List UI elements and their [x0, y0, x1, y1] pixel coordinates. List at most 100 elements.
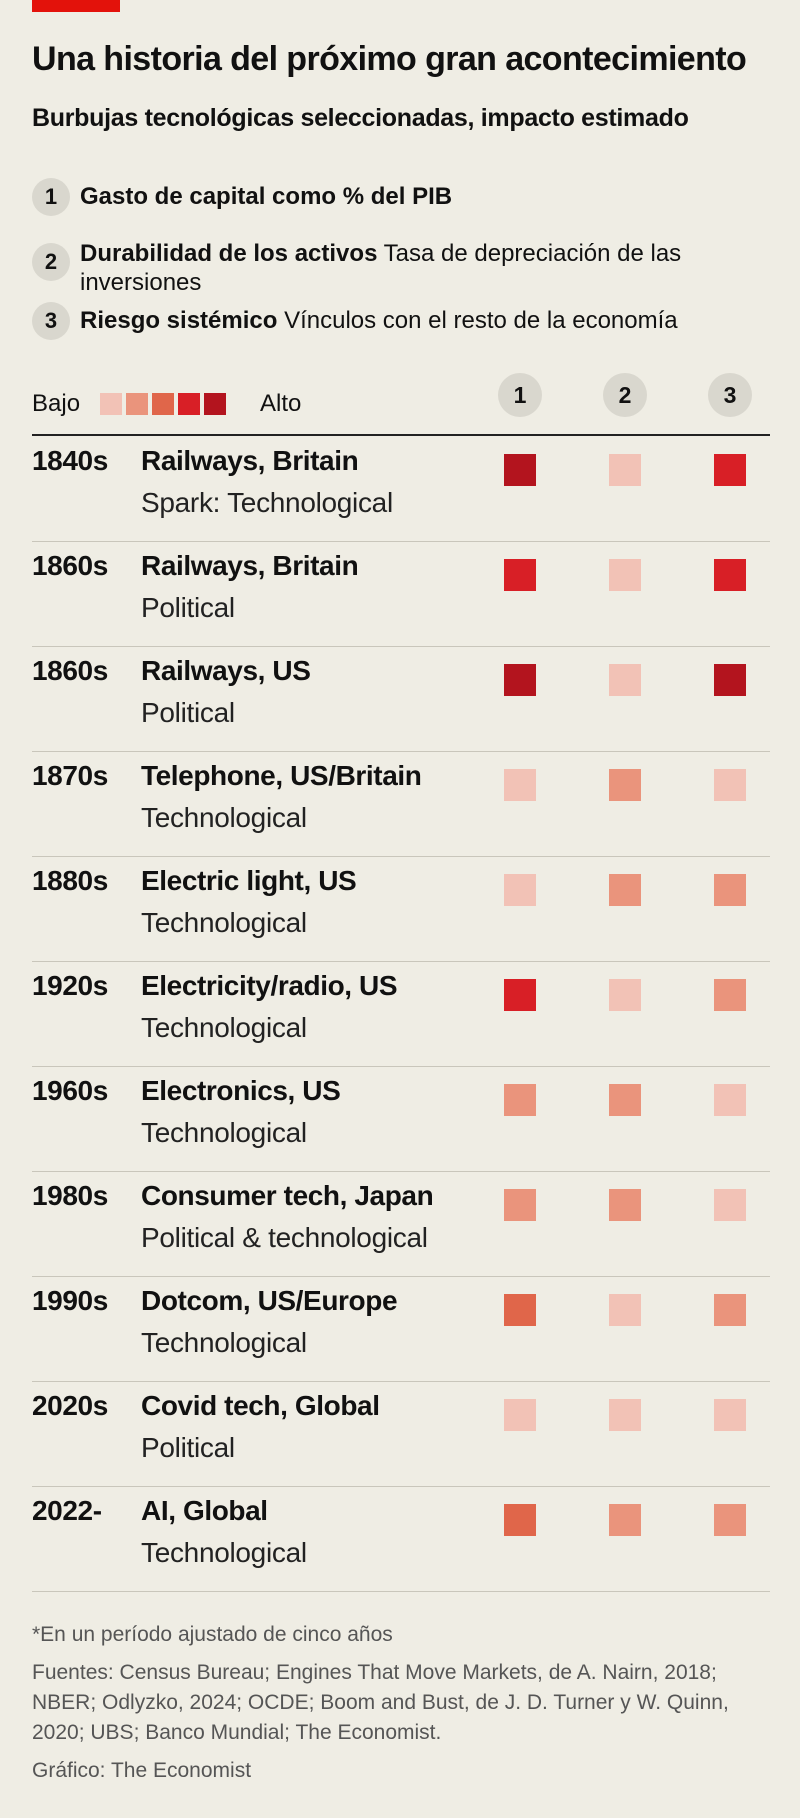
row-bubble: Railways, Britain: [141, 445, 359, 476]
key-item-2: 2 Durabilidad de los activos Tasa de dep…: [32, 235, 772, 297]
key-bold: Gasto de capital como % del PIB: [80, 183, 453, 210]
table-row: 2022- AI, Global Technological: [32, 1487, 770, 1592]
row-spark: Technological: [141, 1537, 307, 1568]
column-header-3: 3: [708, 373, 752, 417]
key-rest: Vínculos con el resto de la economía: [277, 307, 678, 334]
row-spark: Political & technological: [141, 1222, 428, 1253]
row-period: 1990s: [32, 1285, 108, 1316]
impact-cell-col3: [714, 769, 746, 801]
footnotes: *En un período ajustado de cinco años Fu…: [32, 1620, 772, 1786]
table-row: 1880s Electric light, US Technological: [32, 857, 770, 962]
row-bubble: Railways, Britain: [141, 550, 359, 581]
row-spark: Technological: [141, 802, 307, 833]
column-header-1: 1: [498, 373, 542, 417]
scale-low-label: Bajo: [32, 390, 81, 417]
impact-cell-col1: [504, 454, 536, 486]
row-spark: Technological: [141, 1327, 307, 1358]
row-spark: Political: [141, 1432, 235, 1463]
impact-cell-col3: [714, 1399, 746, 1431]
row-period: 1840s: [32, 445, 108, 476]
row-bubble: Electricity/radio, US: [141, 970, 398, 1001]
row-period: 2020s: [32, 1390, 108, 1421]
impact-cell-col3: [714, 1294, 746, 1326]
row-spark: Technological: [141, 907, 307, 938]
impact-cell-col1: [504, 664, 536, 696]
row-period: 1870s: [32, 760, 108, 791]
row-bubble: Electric light, US: [141, 865, 357, 896]
chart-title: Una historia del próximo gran acontecimi…: [32, 40, 747, 78]
row-period: 1880s: [32, 865, 108, 896]
row-period: 1860s: [32, 655, 108, 686]
table-row: 1980s Consumer tech, Japan Political & tec…: [32, 1172, 770, 1277]
table-row: 1960s Electronics, US Technological: [32, 1067, 770, 1172]
key-item-3: 3 Riesgo sistémico Vínculos con el resto…: [32, 302, 772, 340]
scale-swatch-1: [100, 393, 122, 415]
scale-swatch-5: [204, 393, 226, 415]
scale-high-label: Alto: [260, 390, 302, 417]
key-bold: Durabilidad de los activos: [80, 240, 378, 267]
key-bold: Riesgo sistémico: [80, 307, 278, 334]
impact-cell-col2: [609, 664, 641, 696]
key-item-1: 1 Gasto de capital como % del PIB: [32, 178, 772, 216]
scale-swatch-4: [178, 393, 200, 415]
table-top-rule: [32, 434, 770, 436]
table-row: 2020s Covid tech, Global Political: [32, 1382, 770, 1487]
impact-cell-col3: [714, 979, 746, 1011]
chart-subtitle: Burbujas tecnológicas seleccionadas, imp…: [32, 104, 689, 132]
impact-cell-col1: [504, 769, 536, 801]
key-rest: Tasa de depreciación de las inversiones: [80, 240, 682, 296]
impact-cell-col2: [609, 979, 641, 1011]
row-spark: Political: [141, 697, 235, 728]
impact-cell-col3: [714, 1084, 746, 1116]
table-row: 1860s Railways, Britain Political: [32, 542, 770, 647]
key-number: 2: [32, 243, 70, 281]
impact-cell-col2: [609, 874, 641, 906]
table-row: 1870s Telephone, US/Britain Technological: [32, 752, 770, 857]
row-spark: Technological: [141, 1012, 307, 1043]
impact-cell-col2: [609, 1504, 641, 1536]
row-bubble: Consumer tech, Japan: [141, 1180, 434, 1211]
key-number: 3: [32, 302, 70, 340]
impact-cell-col2: [609, 1399, 641, 1431]
row-spark: Political: [141, 592, 235, 623]
impact-cell-col1: [504, 1504, 536, 1536]
scale-swatch-2: [126, 393, 148, 415]
row-bubble: Railways, US: [141, 655, 311, 686]
impact-cell-col3: [714, 664, 746, 696]
impact-cell-col2: [609, 1294, 641, 1326]
row-spark: Technological: [141, 1117, 307, 1148]
row-period: 1860s: [32, 550, 108, 581]
row-period: 1980s: [32, 1180, 108, 1211]
impact-cell-col1: [504, 979, 536, 1011]
impact-cell-col1: [504, 1294, 536, 1326]
table-row: 1840s Railways, Britain Spark: Technologic…: [32, 437, 770, 542]
row-period: 1920s: [32, 970, 108, 1001]
impact-cell-col1: [504, 874, 536, 906]
impact-cell-col2: [609, 454, 641, 486]
impact-cell-col1: [504, 559, 536, 591]
impact-cell-col1: [504, 1399, 536, 1431]
row-period: 1960s: [32, 1075, 108, 1106]
credit: Gráfico: The Economist: [32, 1759, 252, 1782]
table-row: 1860s Railways, US Political: [32, 647, 770, 752]
impact-cell-col2: [609, 1189, 641, 1221]
sources: Fuentes: Census Bureau; Engines That Mov…: [32, 1661, 729, 1744]
impact-cell-col1: [504, 1084, 536, 1116]
row-bubble: AI, Global: [141, 1495, 268, 1526]
impact-cell-col2: [609, 1084, 641, 1116]
impact-cell-col1: [504, 1189, 536, 1221]
row-bubble: Dotcom, US/Europe: [141, 1285, 398, 1316]
scale-swatch-3: [152, 393, 174, 415]
impact-cell-col3: [714, 1504, 746, 1536]
impact-cell-col3: [714, 1189, 746, 1221]
column-header-2: 2: [603, 373, 647, 417]
footnote: *En un período ajustado de cinco años: [32, 1623, 393, 1646]
row-spark: Spark: Technological: [141, 487, 393, 518]
impact-cell-col3: [714, 559, 746, 591]
impact-cell-col2: [609, 769, 641, 801]
table-row: 1920s Electricity/radio, US Technological: [32, 962, 770, 1067]
accent-bar: [32, 0, 120, 12]
table-row: 1990s Dotcom, US/Europe Technological: [32, 1277, 770, 1382]
impact-cell-col3: [714, 454, 746, 486]
row-bubble: Covid tech, Global: [141, 1390, 380, 1421]
